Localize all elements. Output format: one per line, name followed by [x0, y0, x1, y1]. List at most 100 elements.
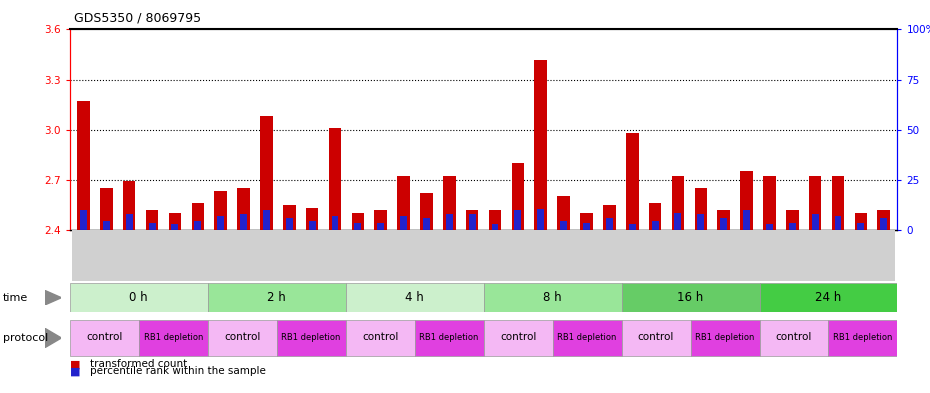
Bar — [443, 176, 456, 230]
FancyBboxPatch shape — [621, 230, 644, 281]
FancyBboxPatch shape — [872, 230, 896, 281]
FancyBboxPatch shape — [827, 230, 849, 281]
Bar — [466, 210, 478, 230]
FancyBboxPatch shape — [324, 230, 346, 281]
Text: control: control — [500, 332, 537, 342]
Bar — [743, 210, 750, 230]
FancyBboxPatch shape — [829, 320, 897, 356]
Bar — [77, 101, 90, 230]
Bar — [766, 224, 773, 230]
FancyBboxPatch shape — [207, 283, 346, 312]
Bar — [512, 163, 525, 230]
FancyBboxPatch shape — [712, 230, 735, 281]
Bar — [397, 176, 410, 230]
FancyBboxPatch shape — [95, 230, 118, 281]
FancyBboxPatch shape — [484, 283, 621, 312]
FancyBboxPatch shape — [232, 230, 255, 281]
Bar — [629, 224, 636, 230]
Bar — [400, 217, 407, 230]
FancyBboxPatch shape — [70, 320, 139, 356]
FancyBboxPatch shape — [735, 230, 758, 281]
FancyBboxPatch shape — [346, 230, 369, 281]
Text: RB1 depletion: RB1 depletion — [833, 333, 893, 342]
Bar — [855, 213, 867, 230]
Bar — [720, 219, 727, 230]
FancyBboxPatch shape — [689, 230, 712, 281]
FancyBboxPatch shape — [529, 230, 552, 281]
Bar — [717, 210, 730, 230]
Bar — [237, 188, 250, 230]
FancyBboxPatch shape — [278, 230, 300, 281]
Bar — [328, 128, 341, 230]
FancyBboxPatch shape — [598, 230, 621, 281]
Polygon shape — [45, 328, 61, 348]
Bar — [194, 221, 201, 230]
FancyBboxPatch shape — [139, 320, 207, 356]
Bar — [286, 219, 293, 230]
Bar — [492, 224, 498, 230]
FancyBboxPatch shape — [760, 320, 829, 356]
Bar — [560, 221, 567, 230]
FancyBboxPatch shape — [849, 230, 872, 281]
Bar — [831, 176, 844, 230]
FancyBboxPatch shape — [255, 230, 278, 281]
Text: ■: ■ — [70, 359, 80, 369]
FancyBboxPatch shape — [438, 230, 460, 281]
Text: RB1 depletion: RB1 depletion — [419, 333, 479, 342]
FancyBboxPatch shape — [186, 230, 209, 281]
Bar — [580, 213, 592, 230]
FancyBboxPatch shape — [484, 320, 552, 356]
Bar — [740, 171, 752, 230]
Bar — [146, 210, 158, 230]
Bar — [626, 133, 639, 230]
FancyBboxPatch shape — [460, 230, 484, 281]
Bar — [881, 219, 887, 230]
Bar — [423, 219, 430, 230]
Text: ■: ■ — [70, 366, 80, 376]
Bar — [171, 224, 179, 230]
Bar — [445, 214, 453, 230]
Text: time: time — [3, 293, 28, 303]
Bar — [375, 210, 387, 230]
Bar — [789, 223, 796, 230]
Bar — [877, 210, 890, 230]
Text: control: control — [224, 332, 260, 342]
FancyBboxPatch shape — [781, 230, 804, 281]
FancyBboxPatch shape — [575, 230, 598, 281]
FancyBboxPatch shape — [276, 320, 346, 356]
Bar — [649, 203, 661, 230]
Bar — [538, 209, 544, 230]
Bar — [489, 210, 501, 230]
FancyBboxPatch shape — [758, 230, 781, 281]
Text: control: control — [776, 332, 812, 342]
Bar — [306, 208, 318, 230]
Text: RB1 depletion: RB1 depletion — [557, 333, 617, 342]
Bar — [331, 217, 339, 230]
Bar — [674, 213, 682, 230]
Text: control: control — [362, 332, 398, 342]
FancyBboxPatch shape — [621, 320, 690, 356]
Bar — [671, 176, 684, 230]
Bar — [215, 191, 227, 230]
Bar — [149, 223, 155, 230]
FancyBboxPatch shape — [760, 283, 897, 312]
Bar — [514, 210, 522, 230]
FancyBboxPatch shape — [690, 320, 760, 356]
FancyBboxPatch shape — [621, 283, 760, 312]
FancyBboxPatch shape — [644, 230, 667, 281]
FancyBboxPatch shape — [667, 230, 689, 281]
Text: protocol: protocol — [3, 333, 48, 343]
Text: transformed count: transformed count — [90, 359, 188, 369]
Bar — [123, 182, 136, 230]
Polygon shape — [45, 290, 61, 305]
FancyBboxPatch shape — [300, 230, 324, 281]
Text: 0 h: 0 h — [129, 291, 148, 304]
Bar — [583, 223, 590, 230]
FancyBboxPatch shape — [552, 230, 575, 281]
Bar — [809, 176, 821, 230]
Text: RB1 depletion: RB1 depletion — [282, 333, 341, 342]
Bar — [80, 210, 86, 230]
FancyBboxPatch shape — [346, 283, 484, 312]
Text: control: control — [638, 332, 674, 342]
Bar — [535, 59, 547, 230]
